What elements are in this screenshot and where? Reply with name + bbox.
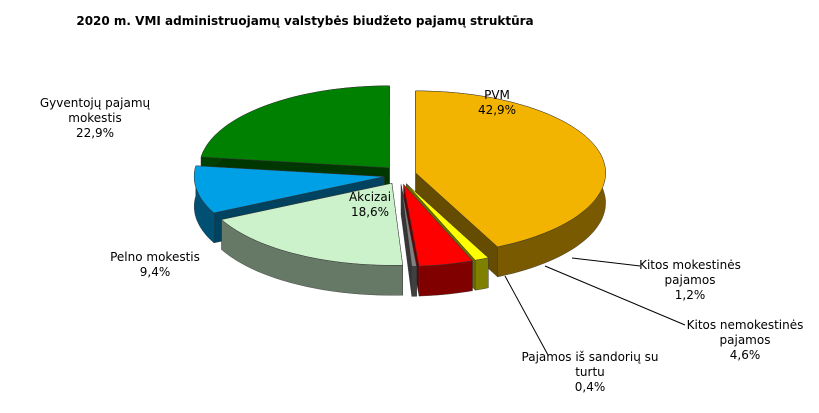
leader-line — [504, 275, 549, 356]
value-label: 18,6% — [350, 205, 390, 219]
category-name: Pajamos iš sandorių su turtu — [521, 350, 659, 379]
value-label: 4,6% — [729, 348, 761, 362]
slice-top — [193, 165, 385, 214]
value-label: 42,9% — [477, 103, 517, 117]
slice-label: Kitos mokestinės pajamos 1,2% — [630, 258, 750, 303]
slice-label: Akcizai 18,6% — [340, 190, 400, 220]
slice-label: Pelno mokestis 9,4% — [100, 250, 210, 280]
slice-top — [400, 184, 417, 267]
chart-title: 2020 m. VMI administruojamų valstybės bi… — [76, 14, 534, 28]
slice-outer-wall — [475, 257, 489, 291]
value-label: 0,4% — [574, 380, 606, 394]
category-name: Kitos nemokestinės pajamos — [686, 318, 804, 347]
category-name: Pelno mokestis — [110, 250, 200, 264]
slice-label: PVM 42,9% — [467, 88, 527, 118]
slice — [415, 90, 606, 278]
slice-top — [221, 182, 403, 266]
category-name: Gyventojų pajamų mokestis — [39, 96, 151, 125]
slice — [221, 182, 403, 296]
category-name: PVM — [484, 88, 510, 102]
slice — [400, 184, 417, 297]
slice-label: Gyventojų pajamų mokestis 22,9% — [39, 96, 151, 141]
leader-line — [571, 257, 641, 267]
value-label: 22,9% — [75, 126, 115, 140]
leader-line — [544, 265, 686, 326]
slice — [403, 183, 473, 297]
category-name: Akcizai — [348, 190, 392, 204]
value-label: 9,4% — [139, 265, 171, 279]
slice-top — [406, 183, 489, 261]
slice-label: Kitos nemokestinės pajamos 4,6% — [678, 318, 813, 363]
slice-label: Pajamos iš sandorių su turtu 0,4% — [515, 350, 665, 395]
value-label: 1,2% — [674, 288, 706, 302]
category-name: Kitos mokestinės pajamos — [639, 258, 741, 287]
slice-top — [403, 183, 473, 267]
slice-top — [415, 90, 606, 248]
leader-lines — [504, 257, 686, 356]
slice-outer-wall — [418, 260, 473, 297]
slice-outer-wall — [411, 266, 417, 297]
slice-top — [200, 85, 390, 169]
